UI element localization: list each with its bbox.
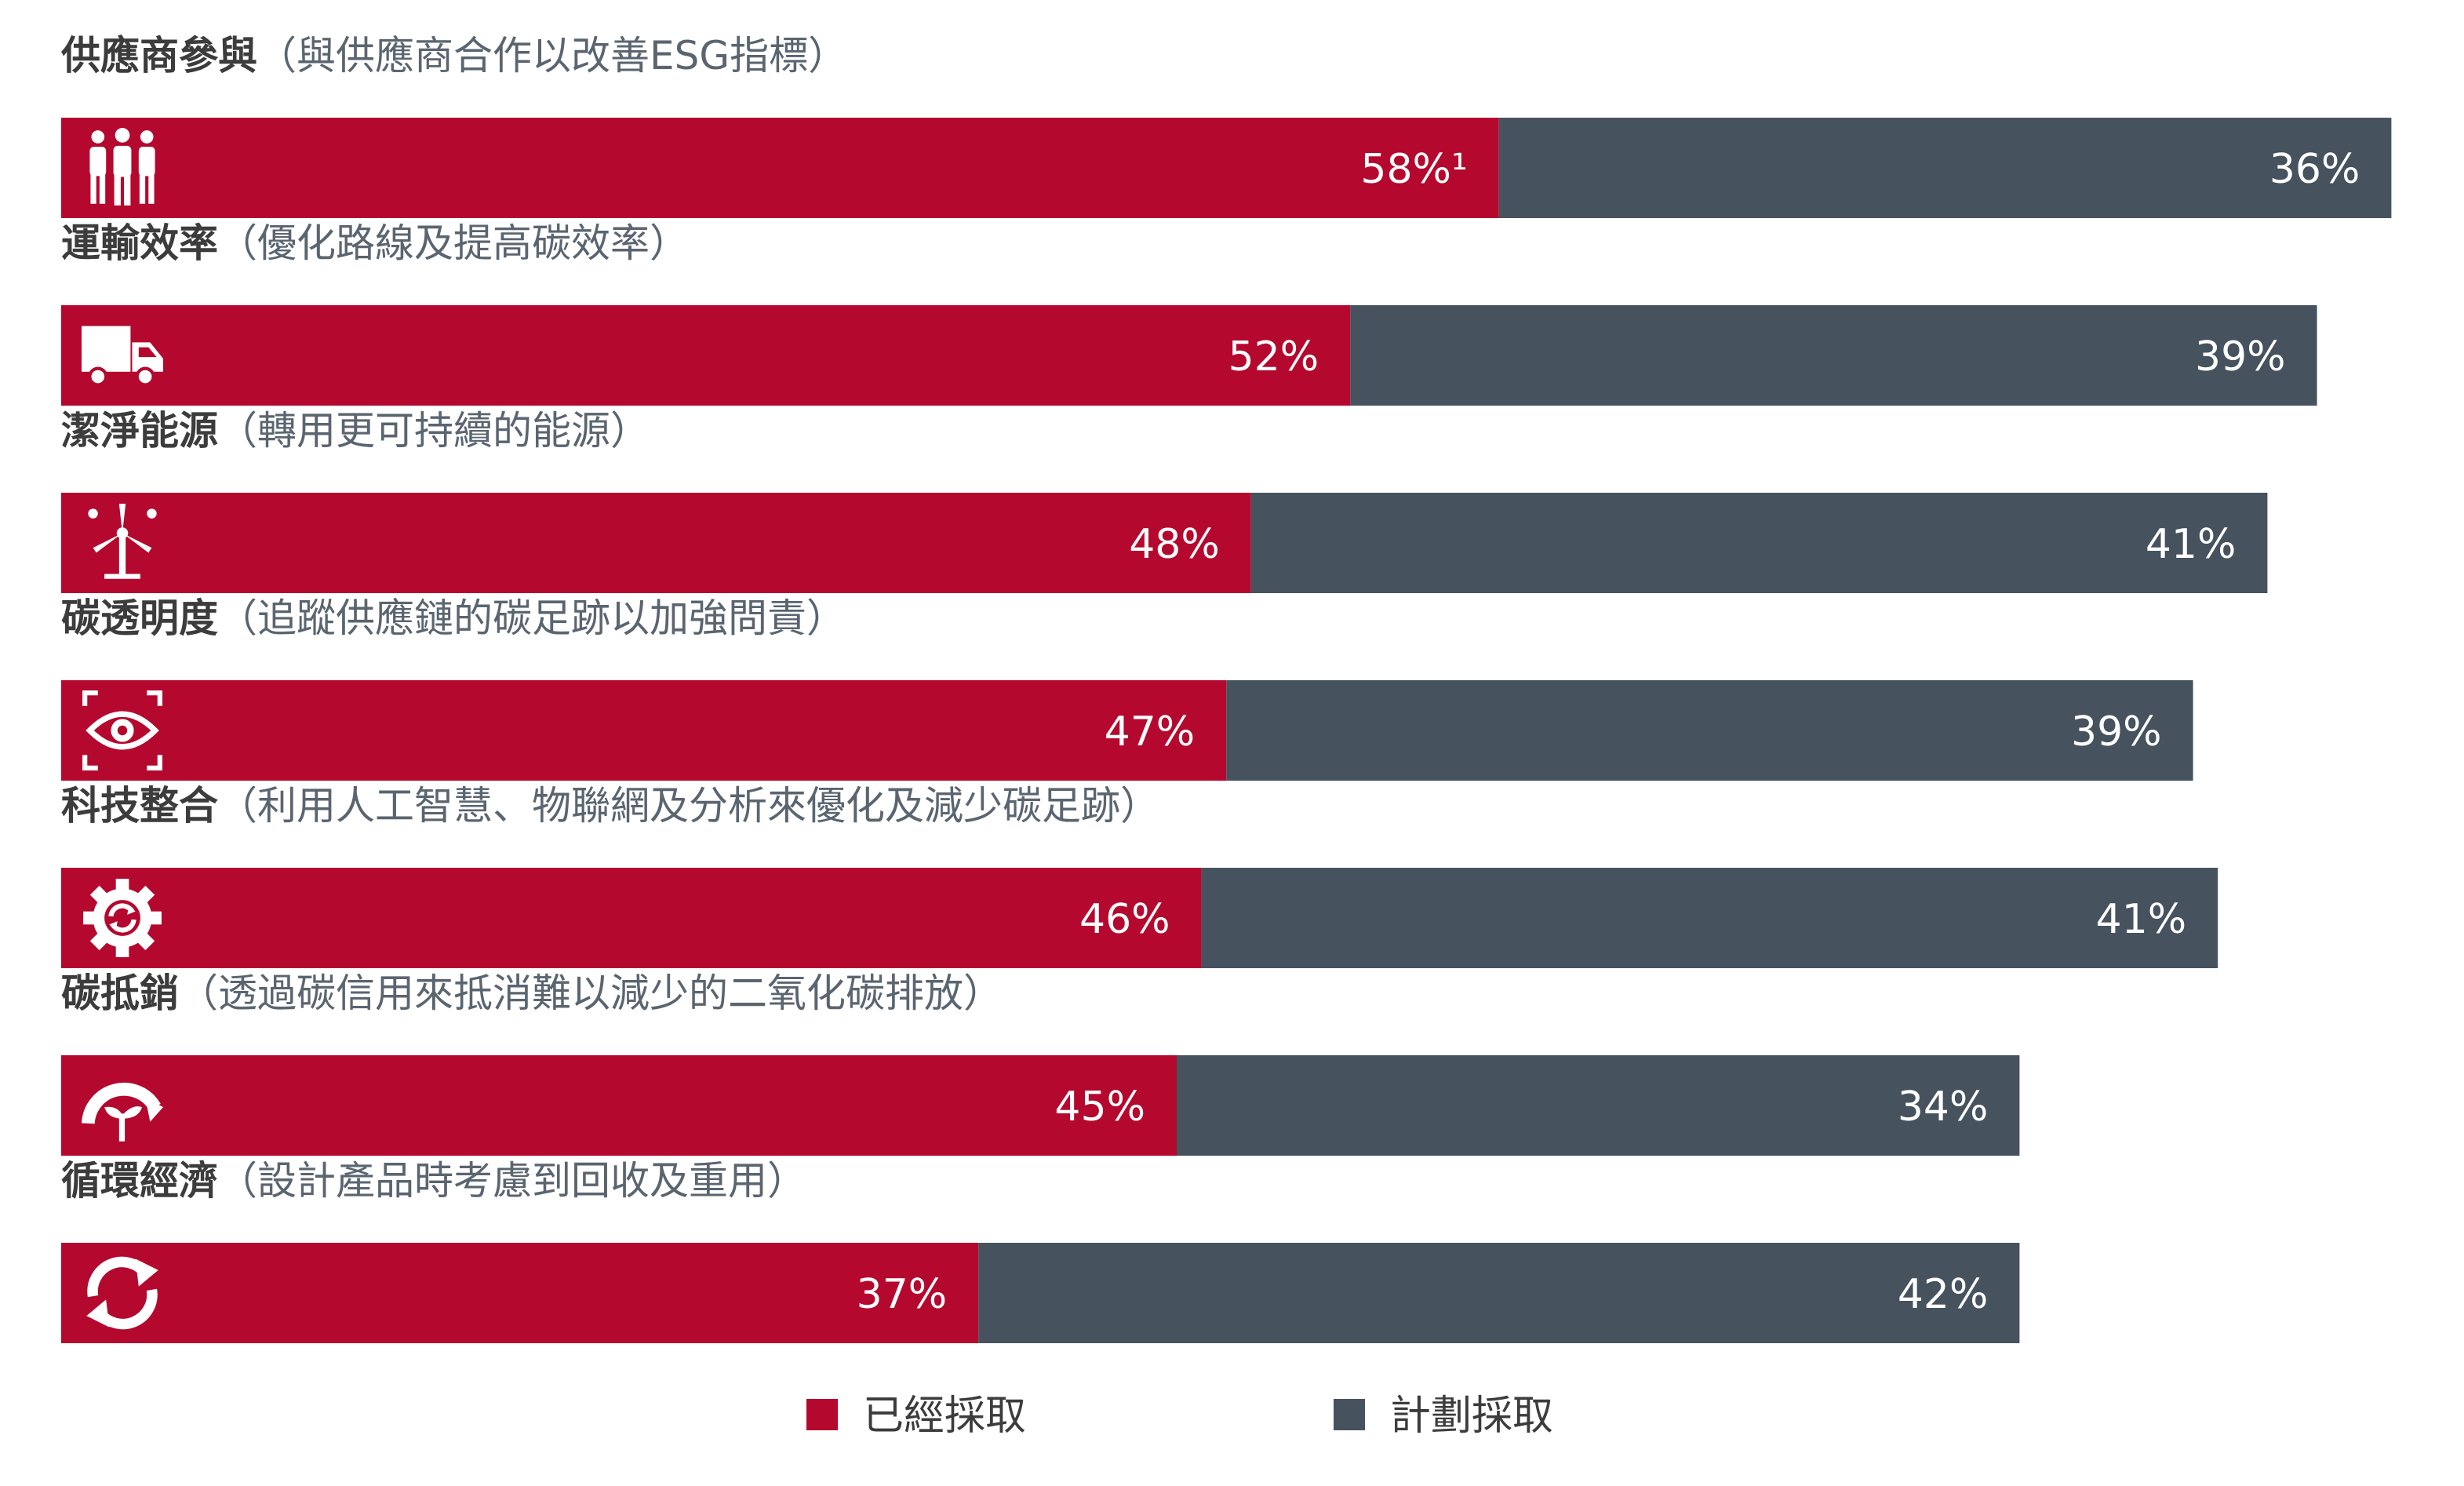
category-description: （追蹤供應鏈的碳足跡以加強問責） (218, 595, 846, 641)
category-title: 運輸效率 (61, 220, 218, 266)
legend-swatch (1334, 1399, 1365, 1430)
data-label: 45% (1054, 1084, 1145, 1131)
data-label: 46% (1079, 896, 1170, 943)
data-label: 58%¹ (1360, 146, 1467, 193)
legend-label: 計劃採取 (1390, 1393, 1553, 1440)
bar-adopted (61, 680, 1227, 781)
data-label: 37% (857, 1271, 948, 1318)
category-label: 循環經濟（設計產品時考慮到回收及重用） (61, 1158, 806, 1204)
bar-adopted (61, 868, 1202, 968)
category-description: （優化路線及提高碳效率） (218, 220, 689, 266)
bar-planned (1250, 493, 2268, 593)
category-description: （利用人工智慧、物聯網及分析來優化及減少碳足跡） (218, 783, 1159, 829)
data-label: 39% (2195, 333, 2286, 381)
bar-adopted (61, 1243, 979, 1343)
bar-adopted (61, 305, 1351, 406)
category-label: 碳抵銷（透過碳信用來抵消難以減少的二氧化碳排放） (61, 971, 1003, 1016)
data-label: 47% (1105, 708, 1196, 756)
category-title: 循環經濟 (61, 1158, 218, 1204)
data-label: 39% (2071, 708, 2162, 756)
category-label: 潔淨能源（轉用更可持續的能源） (61, 408, 650, 453)
bar-adopted (61, 118, 1499, 218)
bar-adopted (61, 493, 1251, 593)
category-label: 供應商參與（與供應商合作以改善ESG指標） (61, 33, 847, 78)
bar-planned (978, 1243, 2020, 1343)
category-title: 潔淨能源 (61, 408, 218, 453)
bar-planned (1498, 118, 2392, 218)
category-description: （與供應商合作以改善ESG指標） (257, 33, 847, 78)
data-label: 48% (1129, 521, 1220, 568)
category-title: 碳抵銷 (61, 971, 179, 1016)
category-description: （轉用更可持續的能源） (218, 408, 650, 453)
data-label: 52% (1228, 333, 1319, 381)
category-description: （設計產品時考慮到回收及重用） (218, 1158, 806, 1204)
legend: 已經採取 計劃採取 (806, 1393, 1553, 1440)
bar-planned (1350, 305, 2317, 406)
category-title: 碳透明度 (61, 595, 218, 641)
category-label: 碳透明度（追蹤供應鏈的碳足跡以加強問責） (61, 595, 846, 641)
category-label: 科技整合（利用人工智慧、物聯網及分析來優化及減少碳足跡） (61, 783, 1159, 829)
data-label: 36% (2269, 146, 2360, 193)
bar-planned (1177, 1055, 2020, 1156)
bar-planned (1201, 868, 2218, 968)
bars-layer: 供應商參與（與供應商合作以改善ESG指標） 58%¹ 36% 運輸效率（優化路線及提高… (61, 33, 2392, 1343)
category-label: 運輸效率（優化路線及提高碳效率） (61, 220, 689, 266)
category-title: 科技整合 (61, 783, 218, 829)
data-label: 34% (1898, 1084, 1989, 1131)
data-label: 41% (2146, 521, 2237, 568)
data-label: 41% (2096, 896, 2187, 943)
legend-swatch (806, 1399, 838, 1430)
legend-label: 已經採取 (863, 1393, 1026, 1440)
gear-refresh-icon (83, 879, 162, 957)
category-title: 供應商參與 (61, 33, 257, 78)
bar-planned (1226, 680, 2193, 781)
data-label: 42% (1898, 1271, 1989, 1318)
bar-adopted (61, 1055, 1177, 1156)
category-description: （透過碳信用來抵消難以減少的二氧化碳排放） (179, 971, 1003, 1016)
